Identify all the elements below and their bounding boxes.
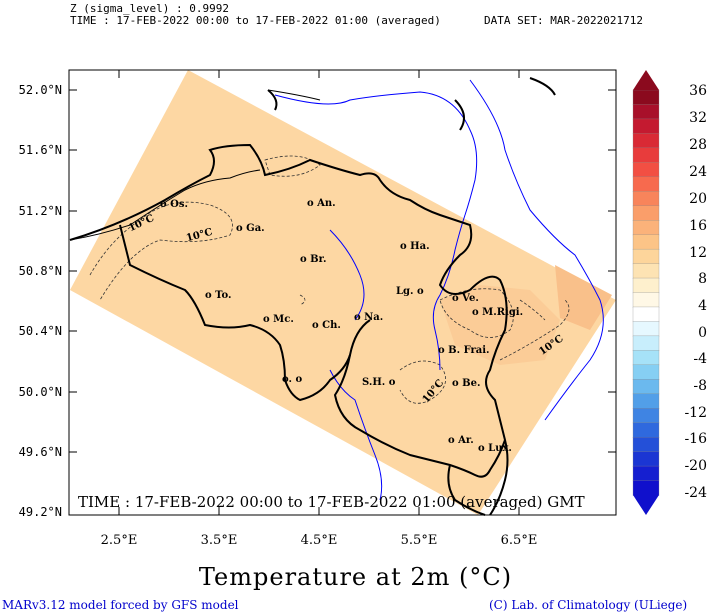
colorbar-swatch [632,379,660,395]
city-label: o Ch. [312,320,341,331]
rivers [274,79,604,501]
city-label: o Os. [160,199,188,210]
lat-label: 49.2°N [18,505,62,519]
city-label: o Ga. [236,223,265,234]
colorbar-label: 20 [689,191,707,207]
footer-left: MARv3.12 model forced by GFS model [2,598,239,612]
colorbar-label: -4 [693,351,707,367]
colorbar-swatch [632,451,660,467]
city-label: o Be. [452,378,481,389]
colorbar-swatch [632,422,660,438]
coastline [69,89,321,241]
lat-label: 50.8°N [18,264,62,278]
city-label: o B. Frai. [438,345,490,356]
colorbar-max-arrow [633,70,659,90]
colorbar-swatch [632,263,660,279]
header-line2: TIME : 17-FEB-2022 00:00 to 17-FEB-2022 … [70,14,441,27]
colorbar [632,70,660,515]
colorbar-swatch [632,234,660,250]
lon-label: 4.5°E [300,533,338,548]
colorbar-label: 16 [689,218,707,234]
lon-label: 5.5°E [400,533,438,548]
colorbar-swatch [632,277,660,294]
lat-label: 52.0°N [18,83,62,97]
colorbar-swatch [632,306,660,323]
map-frame [68,69,617,516]
colorbar-min-arrow [633,495,659,515]
colorbar-swatch [632,118,660,135]
colorbar-label: 0 [698,325,707,341]
colorbar-label: -16 [684,431,707,447]
city-label: o Br. [300,254,327,265]
dataset-label: DATA SET: MAR-2022021712 [484,14,643,27]
lat-label: 49.6°N [18,445,62,459]
city-label: o An. [307,198,336,209]
colorbar-swatch [632,321,660,337]
colorbar-label: 28 [689,137,707,153]
colorbar-swatch [632,248,660,265]
contours [89,155,570,404]
colorbar-label: 24 [689,164,707,180]
colorbar-swatch [632,191,660,207]
colorbar-swatch [632,335,660,352]
city-label: o. o [282,374,303,385]
country-borders [69,77,556,516]
lat-label: 51.6°N [18,143,62,157]
colorbar-label: 8 [698,271,707,287]
lon-label: 2.5°E [100,533,138,548]
footer-right: (C) Lab. of Climatology (ULiege) [489,598,688,612]
colorbar-swatch [632,364,660,380]
lat-label: 50.0°N [18,385,62,399]
colorbar-label: 4 [698,298,707,314]
colorbar-swatch [632,133,660,149]
lat-label: 50.4°N [18,324,62,338]
warm-patch [440,285,560,365]
warm-patch [555,265,612,330]
colorbar-label: -8 [693,378,707,394]
temperature-field [70,70,616,515]
colorbar-swatch [632,205,660,221]
city-label: Lg. o [396,286,424,297]
colorbar-swatch [632,147,660,163]
city-label: o Mc. [263,314,294,325]
city-label: o Ve. [452,293,479,304]
map-title: Temperature at 2m (°C) [198,563,513,591]
lon-label: 6.5°E [500,533,538,548]
city-label: o M.Rigi. [472,307,524,318]
colorbar-swatch [632,408,660,424]
colorbar-swatch [632,393,660,409]
colorbar-label: 36 [689,83,707,99]
colorbar-swatch [632,89,660,106]
city-label: o Ha. [400,241,430,252]
colorbar-swatch [632,480,660,496]
city-label: o To. [205,290,232,301]
colorbar-swatch [632,104,660,120]
colorbar-swatch [632,350,660,366]
colorbar-swatch [632,220,660,236]
colorbar-label: -24 [684,485,707,501]
colorbar-label: 32 [689,110,707,126]
city-label: o Lux. [478,443,512,454]
colorbar-swatch [632,292,660,308]
lon-label: 3.5°E [200,533,238,548]
colorbar-swatch [632,162,660,178]
time-overlay: TIME : 17-FEB-2022 00:00 to 17-FEB-2022 … [78,493,585,511]
city-label: S.H. o [362,377,396,388]
lat-label: 51.2°N [18,204,62,218]
colorbar-label: -12 [684,405,707,421]
colorbar-label: -20 [684,458,707,474]
header-line1: Z (sigma_level) : 0.9992 [70,2,229,15]
tick-marks [69,70,616,515]
city-label: o Ar. [448,435,474,446]
city-label: o Na. [354,312,384,323]
colorbar-label: 12 [689,245,707,261]
colorbar-swatch [632,465,660,482]
colorbar-swatch [632,176,660,192]
colorbar-swatch [632,436,660,453]
